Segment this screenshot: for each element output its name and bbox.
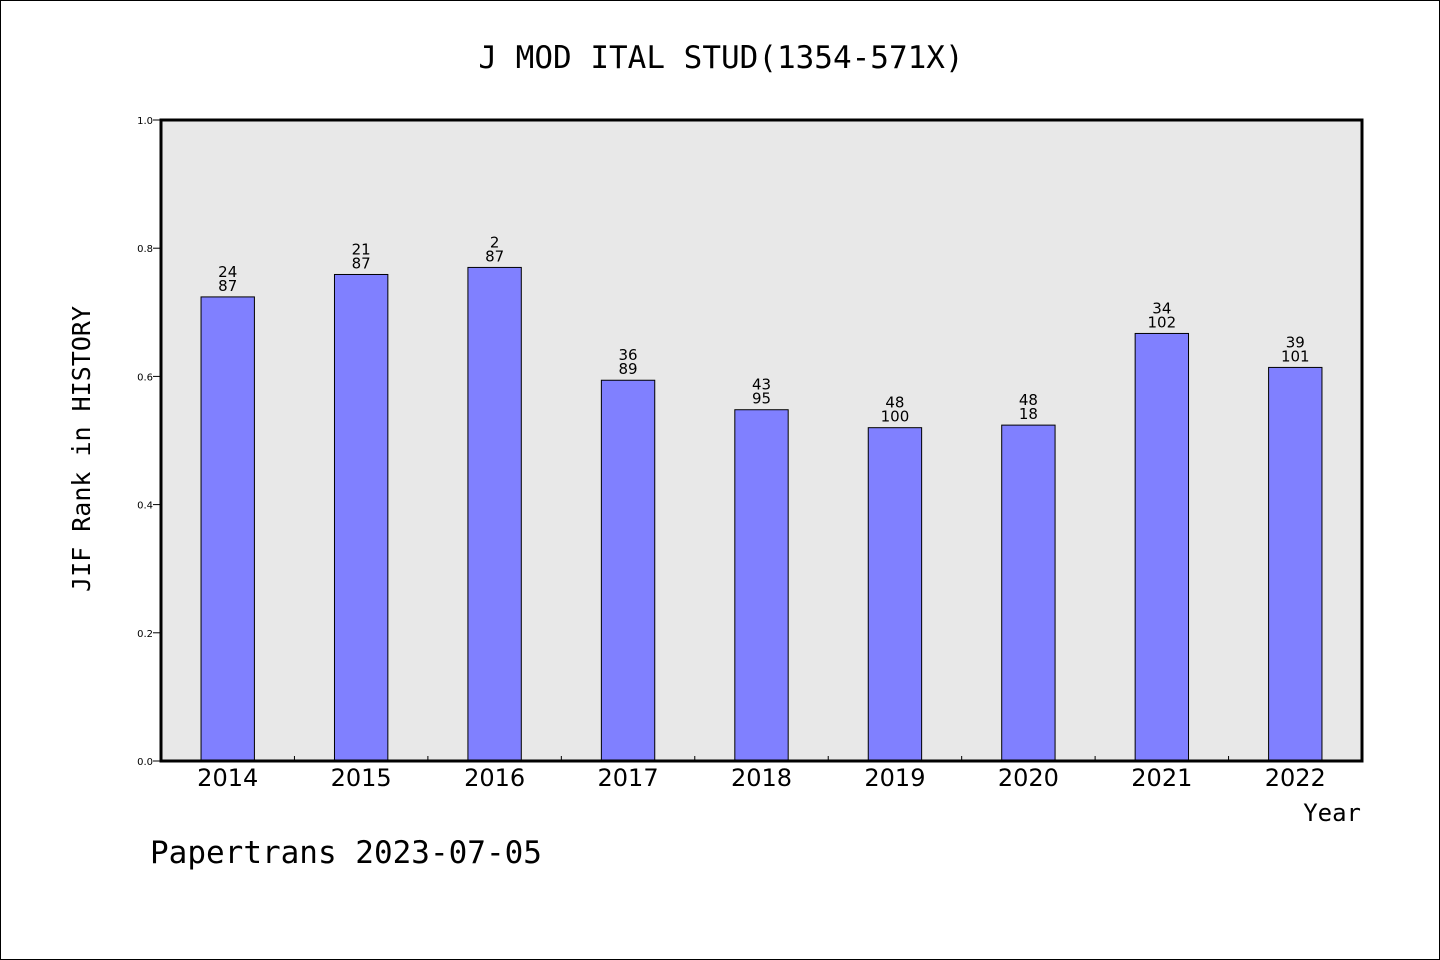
y-axis-label: JIF Rank in HISTORY	[67, 306, 96, 592]
x-tick-label: 2022	[1265, 764, 1326, 792]
bar-label-bottom: 18	[1019, 405, 1038, 423]
x-tick-label: 2015	[331, 764, 392, 792]
bar-label-top: 2	[490, 233, 500, 251]
bars-layer	[200, 266, 1323, 762]
x-tick-label: 2018	[731, 764, 792, 792]
bar-label-top: 48	[885, 394, 904, 412]
x-tick-label: 2020	[998, 764, 1059, 792]
bar-label-bottom: 102	[1148, 313, 1177, 331]
bar-label-bottom: 95	[752, 390, 771, 408]
bar-label-top: 48	[1019, 391, 1038, 409]
x-axis: 2014 2015 2016 2017 2018 2019 2020 2021 2022	[159, 118, 1364, 792]
plot-border	[159, 118, 1364, 763]
bar-label-bottom: 100	[881, 408, 910, 426]
bar-2022	[1268, 366, 1323, 762]
bar-2020	[1001, 424, 1056, 762]
y-tick-label: 0.0	[137, 757, 153, 768]
bar-label-top: 43	[752, 376, 771, 394]
bar-label-top: 39	[1286, 333, 1305, 351]
footer-credit: Papertrans 2023-07-05	[150, 835, 542, 871]
x-tick-label: 2019	[864, 764, 925, 792]
chart-title: J MOD ITAL STUD(1354-571X)	[478, 40, 963, 76]
y-axis: 0.0 0.2 0.4 0.6 0.8 1.0	[137, 116, 161, 768]
y-tick-label: 1.0	[137, 116, 153, 127]
y-tick-label: 0.6	[137, 372, 153, 383]
x-tick-label: 2017	[598, 764, 659, 792]
bar-2021	[1134, 332, 1190, 762]
y-tick-label: 0.2	[137, 629, 153, 640]
x-axis-label: Year	[1303, 799, 1361, 827]
bar-label-bottom: 87	[352, 254, 371, 272]
x-tick-label: 2021	[1131, 764, 1192, 792]
bar-label-top: 24	[218, 263, 237, 281]
bar-label-top: 21	[352, 240, 371, 258]
bar-2018	[734, 409, 789, 762]
bar-label-bottom: 87	[485, 247, 504, 265]
bar-label-top: 34	[1152, 299, 1171, 317]
bar-2016	[467, 266, 522, 762]
bar-label-bottom: 87	[218, 277, 237, 295]
x-tick-label: 2014	[197, 764, 258, 792]
y-tick-label: 0.8	[137, 244, 153, 255]
bar-2019	[867, 427, 923, 762]
bar-2015	[333, 273, 389, 762]
y-tick-label: 0.4	[137, 501, 153, 512]
x-tick-label: 2016	[464, 764, 525, 792]
bar-2017	[600, 379, 656, 762]
bar-2014	[200, 296, 255, 762]
bar-label-bottom: 101	[1281, 347, 1310, 365]
bar-label-top: 36	[619, 346, 638, 364]
bar-label-bottom: 89	[619, 360, 638, 378]
